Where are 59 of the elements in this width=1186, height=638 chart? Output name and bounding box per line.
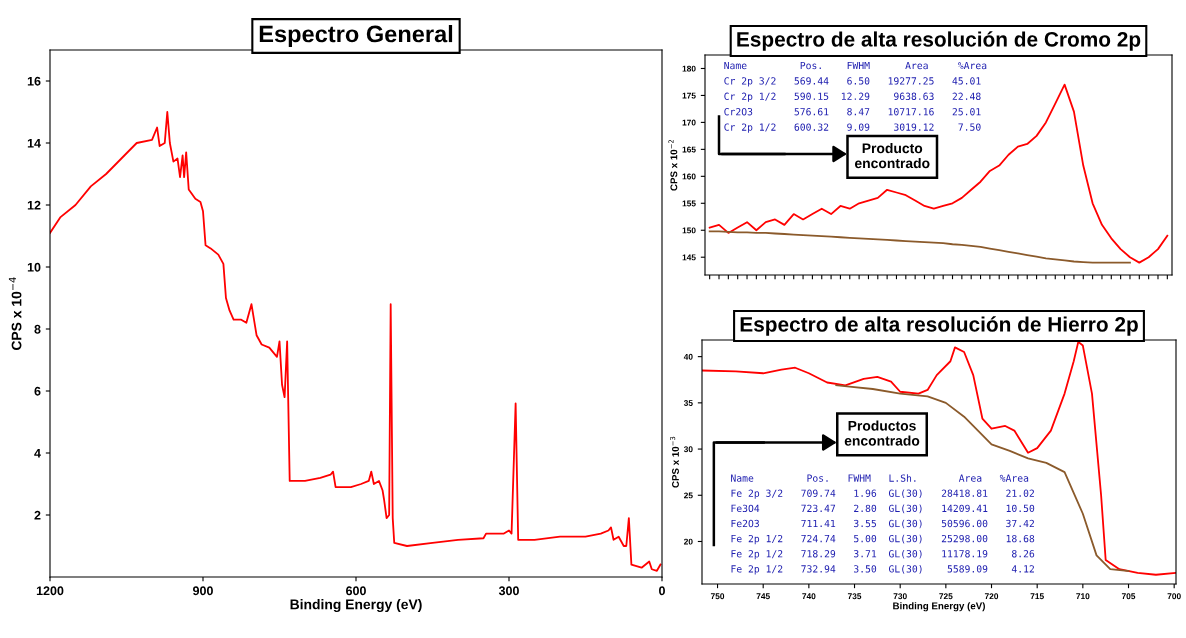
chart-title: Espectro General <box>259 25 453 47</box>
y-tick-label: 6 <box>34 386 41 396</box>
x-tick-label: 300 <box>498 586 519 596</box>
annotation: Fe2O3 711.41 3.55 GL(30) 50596.00 37.42 <box>731 519 1034 529</box>
y-tick-label: 25 <box>683 492 693 499</box>
x-tick-label: 700 <box>1167 593 1181 600</box>
annotation: Fe 2p 1/2 732.94 3.50 GL(30) 5589.09 4.12 <box>731 565 1034 575</box>
y-tick-label: 145 <box>682 254 696 261</box>
y-tick-label: 30 <box>683 446 693 453</box>
annotation: Producto encontrado <box>854 143 930 169</box>
x-tick-label: 1200 <box>36 586 64 596</box>
x-tick-label: 705 <box>1121 593 1136 600</box>
x-tick-label: 720 <box>984 593 999 600</box>
x-tick-label: 0 <box>659 586 665 596</box>
y-tick-label: 155 <box>682 200 696 207</box>
annotation: Fe 2p 1/2 724.74 5.00 GL(30) 25298.00 18.68 <box>731 534 1035 545</box>
annotation: Cr 2p 1/2 600.32 9.09 3019.12 7.50 <box>724 123 981 133</box>
y-axis-title: CPS x 10$^{−3}$ <box>670 436 679 488</box>
y-tick-label: 20 <box>683 538 693 545</box>
chart-title: Espectro de alta resolución de Hierro 2p <box>740 316 1138 336</box>
y-tick-label: 16 <box>27 76 41 86</box>
y-tick-label: 175 <box>682 92 696 99</box>
y-tick-label: 150 <box>682 227 696 234</box>
y-tick-label: 10 <box>27 262 41 272</box>
y-tick-label: 2 <box>34 510 41 520</box>
y-tick-label: 14 <box>27 138 41 148</box>
y-tick-label: 40 <box>683 353 693 360</box>
y-axis-title: CPS x 10$^{−2}$ <box>668 139 678 191</box>
annotation: Fe3O4 723.47 2.80 GL(30) 14209.41 10.50 <box>731 504 1035 514</box>
annotation: Name Pos. FWHM L.Sh. Area %Area <box>731 474 1029 482</box>
y-tick-label: 8 <box>34 324 41 334</box>
annotation: Name Pos. FWHM Area %Area <box>724 61 987 70</box>
annotation: Fe 2p 3/2 709.74 1.96 GL(30) 28418.81 21.02 <box>731 489 1034 499</box>
x-tick-label: 710 <box>1076 593 1090 600</box>
y-tick-label: 180 <box>682 65 696 72</box>
annotation: Productos encontrado <box>844 420 920 446</box>
x-tick-label: 725 <box>939 593 953 600</box>
y-tick-label: 170 <box>682 119 696 126</box>
x-tick-label: 600 <box>346 586 366 596</box>
x-tick-label: 745 <box>756 593 770 600</box>
x-axis-title: Binding Energy (eV) <box>893 602 985 612</box>
x-axis-title: Binding Energy (eV) <box>290 599 422 613</box>
chart-title: Espectro de alta resolución de Cromo 2p <box>737 31 1141 51</box>
y-tick-label: 160 <box>682 173 696 180</box>
x-tick-label: 730 <box>893 593 907 600</box>
annotation: Cr 2p 1/2 590.15 12.29 9638.63 22.48 <box>724 92 981 102</box>
annotation: Fe 2p 1/2 718.29 3.71 GL(30) 11178.19 8.26 <box>731 549 1035 560</box>
y-tick-label: 4 <box>34 448 41 458</box>
annotation: Cr2O3 576.61 8.47 10717.16 25.01 <box>724 108 981 116</box>
annotation: Cr 2p 3/2 569.44 6.50 19277.25 45.01 <box>724 77 981 87</box>
y-tick-label: 35 <box>683 400 693 406</box>
y-tick-label: 12 <box>27 200 41 210</box>
x-tick-label: 735 <box>847 593 862 600</box>
x-tick-label: 750 <box>710 593 725 600</box>
x-tick-label: 740 <box>802 593 816 600</box>
y-tick-label: 165 <box>682 146 696 153</box>
x-tick-label: 900 <box>193 586 213 596</box>
y-axis-title: CPS x 10$^{−4}$ <box>8 277 22 351</box>
x-tick-label: 715 <box>1030 593 1044 600</box>
